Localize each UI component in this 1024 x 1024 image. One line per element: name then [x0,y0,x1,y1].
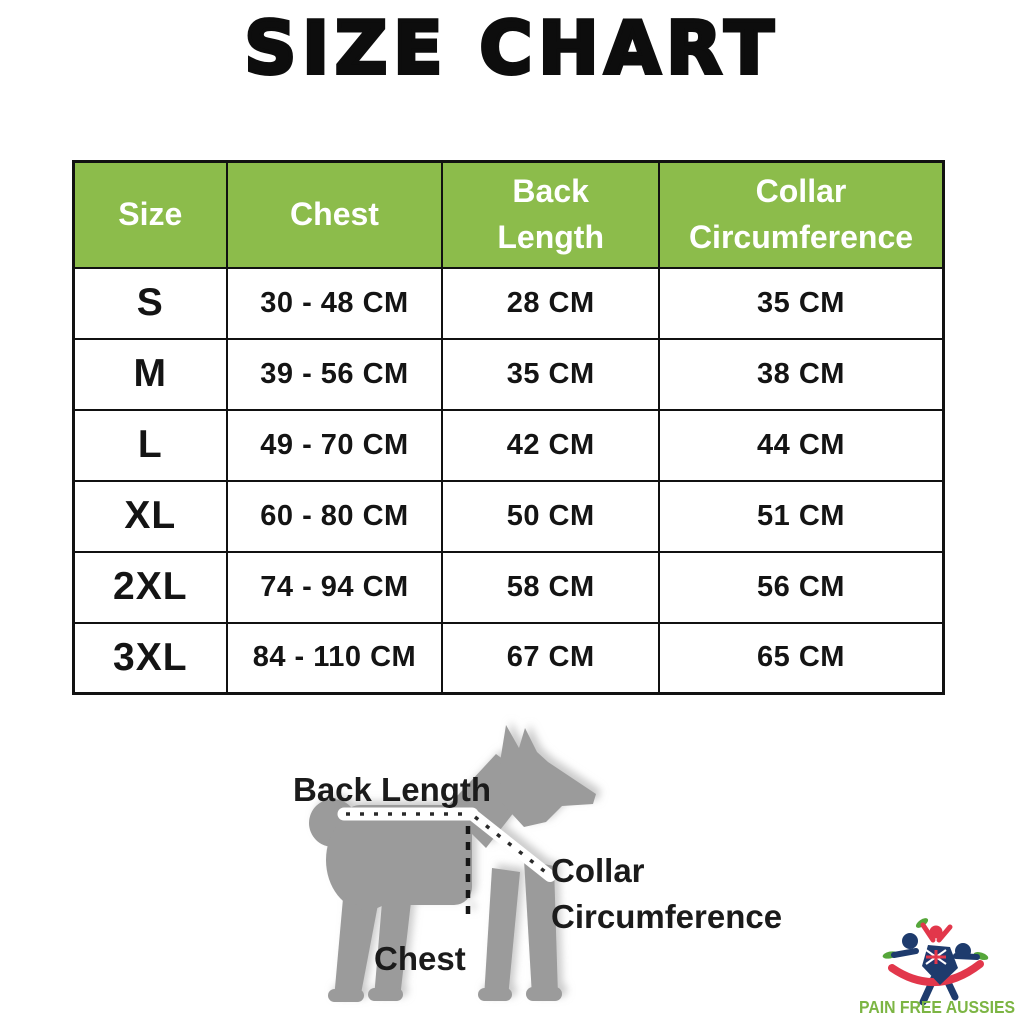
table-row: 3XL 84 - 110 CM 67 CM 65 CM [72,621,945,695]
pain-free-aussies-logo: PAIN FREE AUSSIES [859,918,1015,1017]
logo-text: PAIN FREE AUSSIES [859,997,1015,1017]
header-line: Circumference [688,218,914,255]
chest-cell: 60 - 80 CM [225,479,444,553]
back-length-cell: 28 CM [441,266,660,340]
header-line: Back [512,173,589,210]
back-length-cell: 42 CM [441,408,660,482]
back-length-cell: 50 CM [441,479,660,553]
table-row: 2XL 74 - 94 CM 58 CM 56 CM [72,550,945,624]
size-cell: M [72,337,228,411]
column-header-collar-circumference: Collar Circumference [657,160,945,269]
red-swoosh-icon [888,960,984,987]
collar-tape [467,809,556,882]
size-cell: 3XL [72,621,228,695]
chest-cell: 30 - 48 CM [225,266,444,340]
collar-label-line2: Circumference [551,898,783,935]
red-figure-icon [920,922,953,943]
collar-cell: 56 CM [657,550,945,624]
size-cell: XL [72,479,228,553]
collar-cell: 35 CM [657,266,945,340]
column-header-size: Size [72,160,228,269]
table-row: L 49 - 70 CM 42 CM 44 CM [72,408,945,482]
column-header-chest: Chest [225,160,444,269]
chest-label: Chest [374,940,466,977]
table-row: S 30 - 48 CM 28 CM 35 CM [72,266,945,340]
chest-cell: 49 - 70 CM [225,408,444,482]
header-line: Length [497,218,604,255]
table-row: M 39 - 56 CM 35 CM 38 CM [72,337,945,411]
collar-label-line1: Collar [551,852,645,889]
collar-cell: 51 CM [657,479,945,553]
back-length-cell: 58 CM [441,550,660,624]
table-row: XL 60 - 80 CM 50 CM 51 CM [72,479,945,553]
header-line: Chest [290,196,379,233]
dog-silhouette-icon [309,725,596,1002]
back-length-cell: 67 CM [441,621,660,695]
size-chart-table: Size Chest Back Length Collar Circumferenc… [72,160,945,695]
table-header-row: Size Chest Back Length Collar Circumferenc… [72,160,945,269]
header-line: Size [118,196,183,233]
size-cell: L [72,408,228,482]
collar-cell: 38 CM [657,337,945,411]
chest-cell: 74 - 94 CM [225,550,444,624]
column-header-back-length: Back Length [441,160,660,269]
back-length-cell: 35 CM [441,337,660,411]
flag-torso-icon [922,945,958,985]
collar-cell: 44 CM [657,408,945,482]
chest-cell: 84 - 110 CM [225,621,444,695]
page-title: SIZE CHART [242,4,780,92]
side-figures-icon [891,933,980,960]
chest-cell: 39 - 56 CM [225,337,444,411]
size-cell: 2XL [72,550,228,624]
collar-cell: 65 CM [657,621,945,695]
size-cell: S [72,266,228,340]
header-line: Collar [755,173,847,210]
back-length-label: Back Length [293,771,492,808]
